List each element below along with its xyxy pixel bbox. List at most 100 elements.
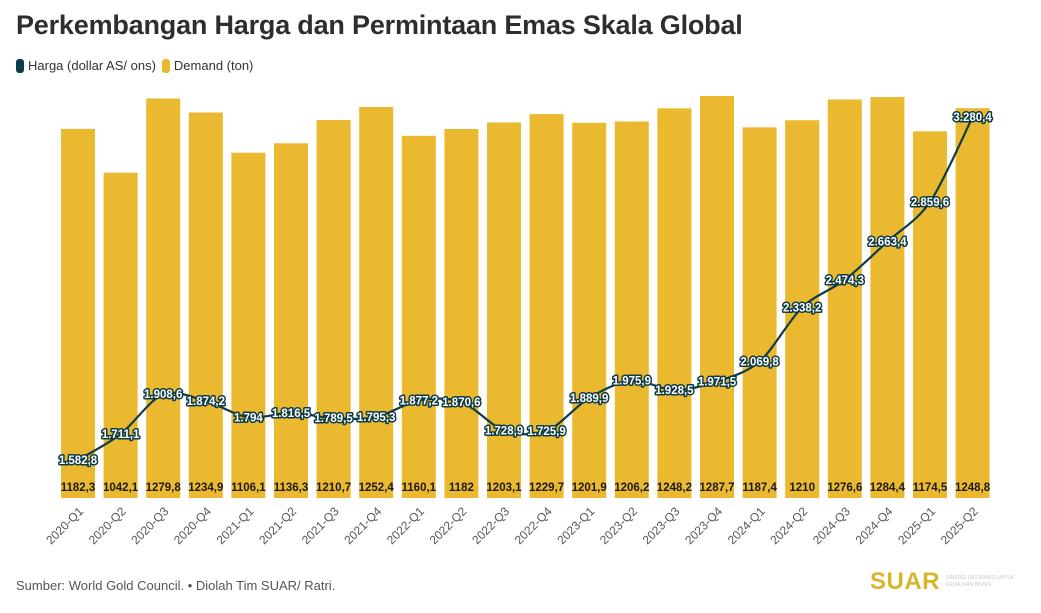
bar-2020-Q1 (61, 128, 95, 499)
x-tick-2024-Q2: 2024-Q2 (767, 504, 810, 547)
bar-label-2021-Q2: 1136,3 (274, 482, 309, 494)
price-label-2025-Q2: 3.280,4 (953, 112, 992, 124)
bar-2024-Q3 (827, 99, 862, 499)
price-point-2020-Q3 (161, 392, 165, 396)
bar-labels: 1182,3 1042,1 1279,8 1234,9 1106,1 1136,3 1210… (61, 482, 991, 494)
price-point-2021-Q1 (246, 415, 250, 419)
price-point-2024-Q2 (800, 305, 804, 309)
price-label-2022-Q4: 1.725,9 (527, 426, 565, 438)
bar-label-2022-Q2: 1182 (449, 482, 474, 494)
x-tick-2020-Q2: 2020-Q2 (86, 504, 129, 547)
bar-label-2022-Q3: 1203,1 (486, 482, 522, 494)
bar-label-2024-Q1: 1187,4 (742, 482, 777, 494)
bar-label-2022-Q1: 1160,1 (402, 482, 437, 494)
bar-2023-Q3 (657, 108, 692, 498)
price-label-2025-Q1: 2.859,6 (911, 197, 949, 209)
x-tick-2022-Q4: 2022-Q4 (512, 504, 555, 547)
price-label-2020-Q4: 1.874,2 (187, 396, 225, 408)
price-label-2021-Q2: 1.816,5 (272, 408, 311, 420)
bar-2023-Q2 (614, 121, 649, 498)
legend-label-demand: Demand (ton) (173, 58, 254, 73)
price-point-2021-Q2 (289, 411, 293, 415)
bar-label-2021-Q1: 1106,1 (231, 482, 266, 494)
x-tick-2025-Q1: 2025-Q1 (895, 504, 938, 547)
x-tick-2021-Q2: 2021-Q2 (256, 504, 299, 547)
x-tick-2021-Q3: 2021-Q3 (299, 504, 342, 547)
x-tick-2020-Q4: 2020-Q4 (171, 504, 214, 547)
price-point-2024-Q1 (758, 360, 762, 364)
bar-2021-Q4 (359, 107, 394, 498)
price-label-2023-Q3: 1.928,5 (655, 385, 694, 397)
source-note: Sumber: World Gold Council. • Diolah Tim… (16, 578, 336, 593)
bar-label-2023-Q1: 1201,9 (572, 482, 607, 494)
price-label-2023-Q1: 1.889,9 (570, 393, 608, 405)
bar-label-2024-Q4: 1284,4 (870, 482, 906, 494)
price-point-2024-Q3 (843, 278, 847, 282)
logo-tagline: SINERGI INFORMASI UNTUK KEMAJUAN BISNIS (946, 575, 1015, 588)
x-tick-2020-Q3: 2020-Q3 (128, 504, 171, 547)
price-label-2020-Q3: 1.908,6 (144, 389, 182, 401)
bar-2022-Q1 (401, 135, 436, 498)
bar-2023-Q4 (700, 96, 734, 498)
price-point-2024-Q4 (885, 240, 889, 244)
line-labels: 1.582,8 1.711,1 1.908,6 1.874,2 1.794 1.816,5… (57, 111, 994, 469)
bar-2022-Q3 (487, 122, 521, 498)
price-point-2023-Q2 (630, 379, 634, 383)
x-tick-2022-Q3: 2022-Q3 (469, 504, 512, 547)
bar-label-2024-Q2: 1210 (789, 482, 815, 494)
x-axis-ticks: 2020-Q1 2020-Q2 2020-Q3 2020-Q4 2021-Q1 2021-… (43, 504, 981, 547)
price-label-2021-Q1: 1.794 (234, 412, 263, 424)
price-label-2020-Q1: 1.582,8 (59, 455, 98, 467)
bar-label-2025-Q1: 1174,5 (913, 482, 948, 494)
price-label-2020-Q2: 1.711,1 (102, 429, 140, 441)
price-point-2022-Q1 (417, 399, 421, 403)
x-tick-2024-Q3: 2024-Q3 (810, 504, 853, 547)
x-tick-2023-Q2: 2023-Q2 (597, 504, 640, 547)
legend: Harga (dollar AS/ ons) Demand (ton) (16, 58, 259, 73)
x-tick-2023-Q4: 2023-Q4 (682, 504, 725, 547)
price-point-2025-Q1 (928, 200, 932, 204)
x-tick-2022-Q2: 2022-Q2 (427, 504, 470, 547)
price-label-2022-Q3: 1.728,9 (485, 425, 523, 437)
bar-label-2021-Q3: 1210,7 (316, 482, 351, 494)
price-point-2021-Q3 (332, 416, 336, 420)
x-tick-2023-Q1: 2023-Q1 (554, 504, 597, 547)
bar-label-2024-Q3: 1276,6 (827, 482, 862, 494)
bar-label-2023-Q2: 1206,2 (614, 482, 649, 494)
bar-label-2022-Q4: 1229,7 (529, 482, 564, 494)
price-label-2021-Q3: 1.789,5 (314, 413, 353, 425)
legend-item-demand: Demand (ton) (161, 58, 254, 73)
x-tick-2022-Q1: 2022-Q1 (384, 504, 427, 547)
x-tick-2021-Q4: 2021-Q4 (341, 504, 384, 547)
bar-2021-Q3 (316, 120, 351, 498)
price-point-2025-Q2 (971, 115, 975, 119)
bar-2021-Q1 (231, 152, 266, 499)
price-point-2020-Q4 (204, 399, 208, 403)
price-point-2021-Q4 (374, 415, 378, 419)
price-point-2022-Q3 (502, 428, 506, 432)
price-point-2020-Q1 (76, 458, 80, 462)
x-tick-2024-Q1: 2024-Q1 (725, 504, 768, 547)
bar-2024-Q4 (870, 97, 905, 498)
price-line (77, 116, 974, 461)
price-label-2022-Q2: 1.870,6 (442, 397, 480, 409)
price-point-2022-Q4 (545, 429, 549, 433)
legend-label-price: Harga (dollar AS/ ons) (28, 58, 156, 73)
bar-2022-Q4 (529, 114, 564, 499)
price-label-2024-Q4: 2.663,4 (868, 237, 907, 249)
bar-2020-Q4 (188, 112, 223, 499)
bar-2024-Q2 (785, 120, 820, 498)
bar-label-2020-Q2: 1042,1 (103, 482, 139, 494)
price-label-2023-Q2: 1.975,9 (613, 376, 651, 388)
bar-2020-Q2 (103, 172, 138, 498)
bar-label-2023-Q4: 1287,7 (699, 482, 734, 494)
price-label-2024-Q3: 2.474,3 (826, 275, 864, 287)
bar-label-2025-Q2: 1248,8 (955, 482, 991, 494)
price-label-2023-Q4: 1.971,5 (698, 376, 737, 388)
legend-swatch-demand (161, 58, 170, 73)
bar-2020-Q3 (146, 98, 181, 499)
x-tick-2023-Q3: 2023-Q3 (640, 504, 683, 547)
suar-logo: SUAR SINERGI INFORMASI UNTUK KEMAJUAN BI… (870, 568, 1026, 596)
line-series-price (76, 115, 975, 462)
legend-item-price: Harga (dollar AS/ ons) (16, 58, 156, 73)
